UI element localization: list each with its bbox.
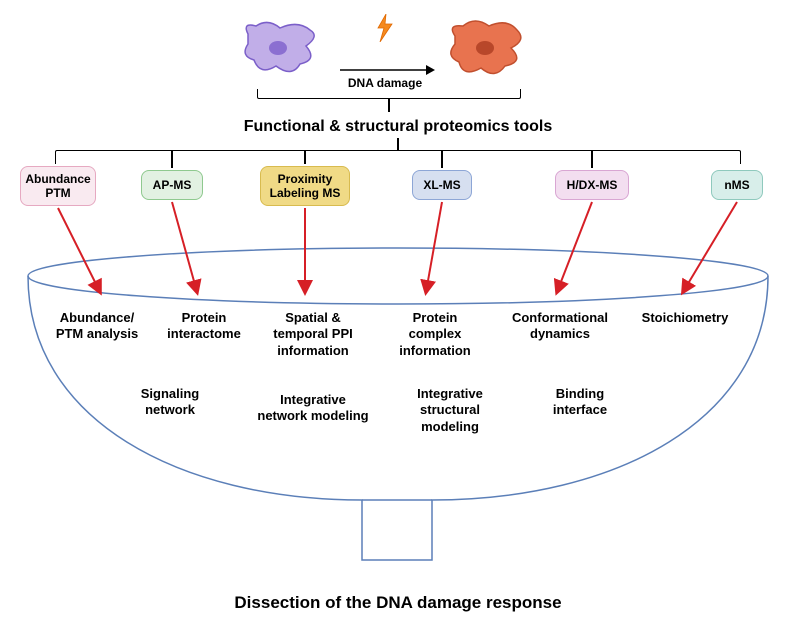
arrow-apms — [172, 202, 197, 292]
output-signaling-network: Signaling network — [128, 386, 212, 419]
diagram-canvas: DNA damage Functional & structural prote… — [0, 0, 795, 638]
output-integrative-network: Integrative network modeling — [242, 392, 384, 425]
arrow-abundance — [58, 208, 100, 292]
output-abundance-analysis: Abundance/ PTM analysis — [47, 310, 147, 343]
arrow-nms — [683, 202, 737, 292]
output-conformational: Conformational dynamics — [498, 310, 622, 343]
output-protein-complex: Protein complex information — [385, 310, 485, 359]
arrow-hdxms — [557, 202, 592, 292]
output-binding-interface: Binding interface — [544, 386, 616, 419]
arrow-xlms — [426, 202, 442, 292]
bottom-title: Dissection of the DNA damage response — [198, 592, 598, 613]
output-spatial-temporal: Spatial & temporal PPI information — [258, 310, 368, 359]
output-stoichiometry: Stoichiometry — [632, 310, 738, 326]
output-integrative-structural: Integrative structural modeling — [408, 386, 492, 435]
output-protein-interactome: Protein interactome — [156, 310, 252, 343]
